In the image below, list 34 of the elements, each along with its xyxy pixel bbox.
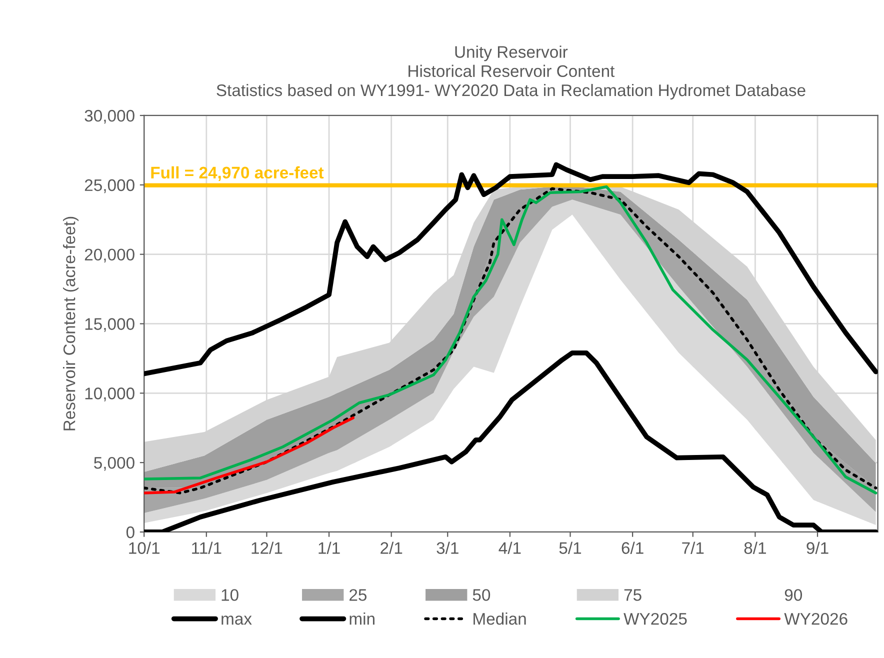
y-tick-label: 5,000 — [94, 456, 134, 471]
x-tick-label: 11/1 — [192, 542, 222, 554]
x-tick-label: 4/1 — [498, 542, 521, 554]
line-series — [144, 416, 355, 494]
y-tick-label: 10,000 — [85, 388, 134, 402]
legend-label: 25 — [350, 589, 367, 601]
y-tick-label: 0 — [126, 526, 134, 538]
legend-label: min — [350, 612, 374, 625]
line-series — [144, 162, 878, 376]
y-tick-label: 20,000 — [84, 248, 134, 262]
x-tick-label: 5/1 — [559, 542, 582, 554]
x-tick-label: 8/1 — [744, 542, 766, 554]
legend-label: WY2025 — [624, 612, 687, 625]
x-tick-label: 12/1 — [252, 542, 282, 554]
y-axis-title: Reservoir Content (acre-feet) — [63, 216, 79, 430]
x-tick-label: 10/1 — [129, 542, 160, 554]
x-tick-label: 9/1 — [806, 542, 828, 554]
y-tick-label: 15,000 — [85, 318, 134, 332]
x-tick-label: 7/1 — [682, 542, 704, 554]
x-tick-label: 1/1 — [318, 542, 340, 554]
legend-label: 50 — [472, 589, 490, 601]
chart-title: Unity Reservoir Historical Reservoir Content Statistics based on WY1991- WY2020 Data in Reclamation Hydromet Database — [216, 46, 806, 100]
legend-label: 10 — [222, 589, 238, 601]
legend-label: Median — [474, 612, 526, 625]
x-tick-label: 2/1 — [380, 542, 402, 554]
y-tick-label: 25,000 — [84, 179, 134, 194]
x-tick-label: 6/1 — [622, 542, 644, 554]
y-tick-label: 30,000 — [84, 110, 134, 124]
legend-label: 75 — [624, 589, 642, 601]
text: 90 — [784, 589, 802, 601]
legend-label: WY2026 — [784, 612, 848, 625]
x-tick-label: 3/1 — [436, 542, 458, 554]
ref-line-label: Full = 24,970 acre-feet — [151, 166, 324, 181]
legend-label: max — [222, 616, 252, 625]
